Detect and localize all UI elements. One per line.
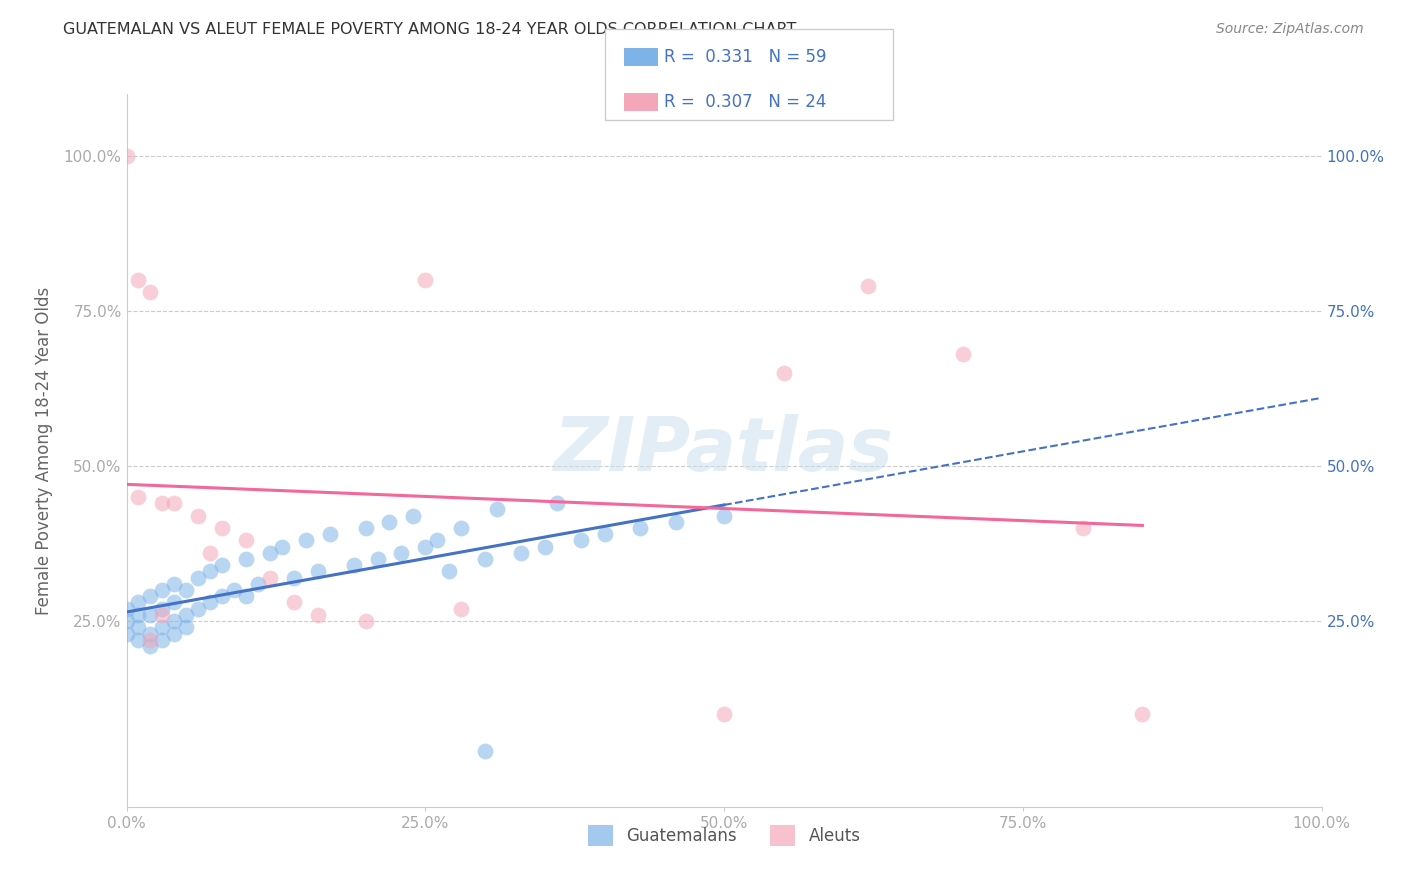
Point: [439, 565, 461, 579]
Text: Source: ZipAtlas.com: Source: ZipAtlas.com: [1216, 22, 1364, 37]
Point: [127, 632, 149, 647]
Point: [163, 626, 186, 640]
Point: [450, 521, 472, 535]
Point: [283, 595, 305, 609]
Point: [150, 620, 174, 634]
Point: [139, 607, 162, 622]
Point: [294, 533, 316, 548]
Point: [413, 273, 436, 287]
Point: [163, 614, 186, 628]
Y-axis label: Female Poverty Among 18-24 Year Olds: Female Poverty Among 18-24 Year Olds: [35, 286, 52, 615]
Legend: Guatemalans, Aleuts: Guatemalans, Aleuts: [581, 819, 868, 853]
Point: [713, 707, 735, 722]
Point: [546, 496, 568, 510]
Point: [200, 595, 222, 609]
Point: [450, 601, 472, 615]
Point: [235, 552, 257, 566]
Point: [235, 533, 257, 548]
Point: [150, 607, 174, 622]
Point: [259, 571, 281, 585]
Point: [533, 540, 555, 554]
Point: [402, 508, 425, 523]
Point: [665, 515, 688, 529]
Point: [259, 546, 281, 560]
Text: R =  0.307   N = 24: R = 0.307 N = 24: [664, 93, 825, 111]
Point: [354, 521, 377, 535]
Point: [139, 589, 162, 603]
Point: [139, 626, 162, 640]
Point: [343, 558, 366, 573]
Point: [773, 366, 796, 380]
Point: [283, 571, 305, 585]
Point: [150, 496, 174, 510]
Point: [163, 595, 186, 609]
Point: [307, 565, 329, 579]
Point: [115, 614, 138, 628]
Point: [474, 744, 496, 758]
Point: [187, 601, 209, 615]
Point: [187, 508, 209, 523]
Point: [713, 508, 735, 523]
Point: [150, 632, 174, 647]
Point: [115, 149, 138, 163]
Text: ZIPatlas: ZIPatlas: [554, 414, 894, 487]
Point: [378, 515, 401, 529]
Point: [1130, 707, 1153, 722]
Point: [247, 577, 270, 591]
Point: [163, 577, 186, 591]
Point: [270, 540, 294, 554]
Point: [200, 565, 222, 579]
Point: [1071, 521, 1094, 535]
Point: [486, 502, 509, 516]
Point: [127, 607, 149, 622]
Point: [413, 540, 436, 554]
Point: [174, 583, 197, 598]
Point: [211, 589, 233, 603]
Point: [235, 589, 257, 603]
Point: [150, 583, 174, 598]
Point: [127, 620, 149, 634]
Point: [509, 546, 531, 560]
Point: [187, 571, 209, 585]
Point: [200, 546, 222, 560]
Point: [354, 614, 377, 628]
Point: [127, 273, 149, 287]
Point: [366, 552, 388, 566]
Point: [856, 279, 879, 293]
Point: [150, 601, 174, 615]
Point: [952, 347, 974, 361]
Point: [127, 595, 149, 609]
Point: [211, 558, 233, 573]
Text: R =  0.331   N = 59: R = 0.331 N = 59: [664, 48, 827, 66]
Point: [628, 521, 651, 535]
Point: [174, 620, 197, 634]
Text: GUATEMALAN VS ALEUT FEMALE POVERTY AMONG 18-24 YEAR OLDS CORRELATION CHART: GUATEMALAN VS ALEUT FEMALE POVERTY AMONG…: [63, 22, 797, 37]
Point: [391, 546, 413, 560]
Point: [307, 607, 329, 622]
Point: [139, 639, 162, 653]
Point: [115, 601, 138, 615]
Point: [127, 490, 149, 504]
Point: [318, 527, 342, 541]
Point: [139, 632, 162, 647]
Point: [426, 533, 449, 548]
Point: [593, 527, 616, 541]
Point: [474, 552, 496, 566]
Point: [139, 285, 162, 300]
Point: [569, 533, 592, 548]
Point: [211, 521, 233, 535]
Point: [222, 583, 246, 598]
Point: [163, 496, 186, 510]
Point: [115, 626, 138, 640]
Point: [174, 607, 197, 622]
